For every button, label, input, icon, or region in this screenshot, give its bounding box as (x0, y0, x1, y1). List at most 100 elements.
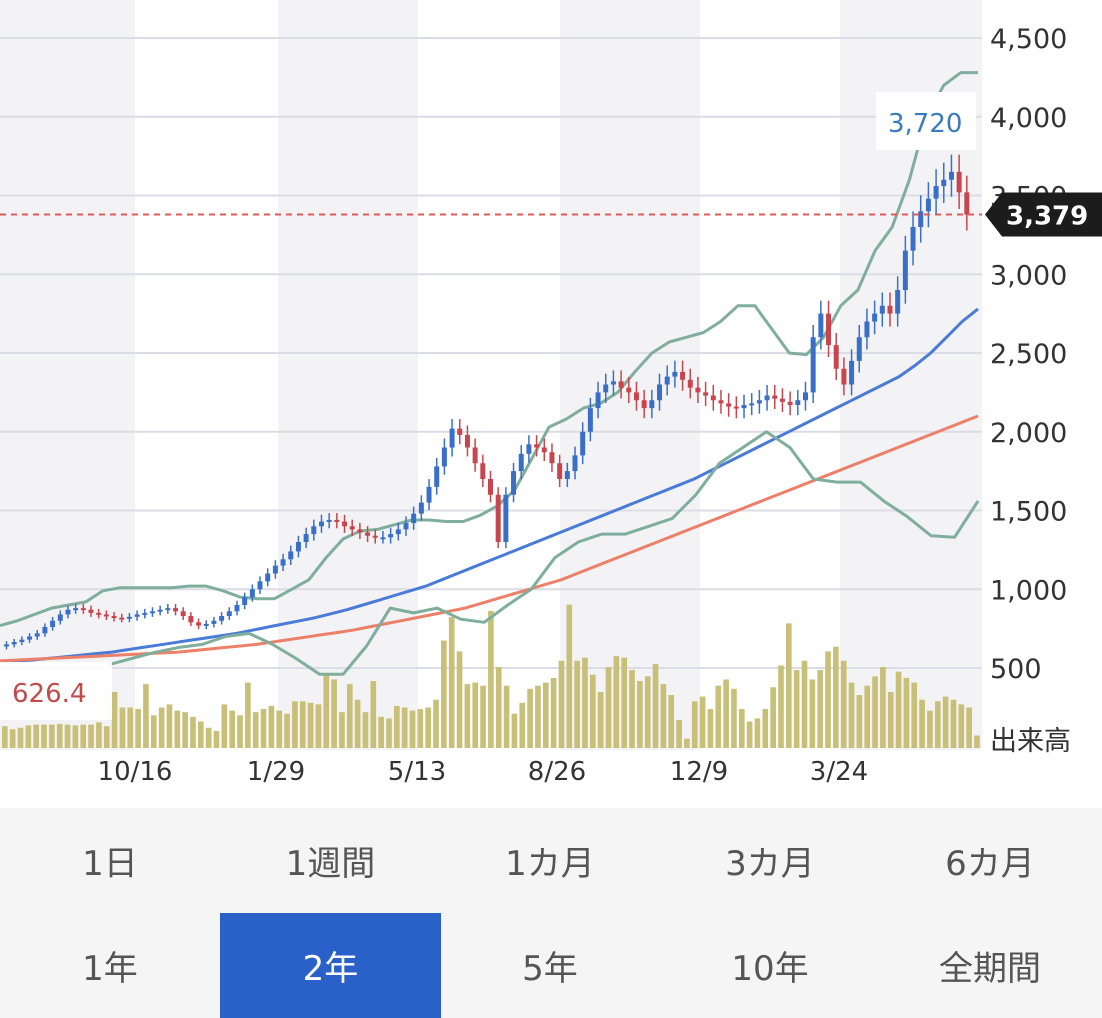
period-tab[interactable]: 1年 (82, 949, 138, 989)
volume-bar (668, 695, 675, 748)
volume-bar (840, 660, 847, 748)
candlestick (349, 519, 355, 536)
candlestick (925, 182, 931, 228)
candle-body (956, 171, 962, 193)
period-tab[interactable]: 1カ月 (505, 844, 595, 884)
candle-body (733, 406, 739, 409)
candlestick (956, 154, 962, 209)
volume-bar (958, 704, 965, 748)
candle-body (449, 428, 455, 448)
candle-body (756, 400, 762, 404)
candle-body (357, 529, 363, 533)
candlestick (357, 522, 363, 539)
candlestick (534, 435, 540, 457)
volume-bar (119, 707, 126, 748)
volume-bar (299, 701, 306, 748)
x-tick-label: 1/29 (247, 757, 305, 787)
volume-bar (331, 679, 337, 748)
volume-bar (770, 687, 776, 748)
candle-body (326, 519, 332, 522)
candlestick (649, 389, 655, 419)
period-tab[interactable]: 1日 (82, 844, 138, 884)
x-tick-label: 8/26 (528, 757, 586, 787)
candle-body (587, 408, 593, 432)
candlestick (849, 349, 855, 396)
candlestick (480, 454, 486, 488)
max-price-label: 3,720 (888, 109, 962, 139)
volume-bar (448, 617, 455, 748)
volume-bar (346, 684, 353, 748)
candle-body (772, 395, 778, 399)
period-tab[interactable]: 1週間 (285, 844, 376, 884)
candlestick (157, 605, 163, 616)
candle-body (395, 529, 401, 535)
volume-bar (637, 681, 643, 748)
candle-body (119, 617, 125, 620)
candle-body (173, 608, 179, 612)
candle-body (441, 447, 447, 467)
candlestick (526, 435, 532, 463)
volume-bar (574, 660, 580, 748)
candle-body (34, 633, 40, 637)
candle-body (372, 535, 378, 538)
volume-bar (276, 710, 283, 748)
candle-body (142, 612, 148, 615)
y-tick-label: 2,500 (990, 339, 1067, 370)
volume-bar (370, 681, 377, 748)
candle-body (203, 623, 209, 626)
candlestick (718, 389, 724, 414)
volume-bar (715, 685, 722, 748)
candle-body (50, 620, 56, 628)
volume-bar (950, 699, 957, 748)
x-tick-label: 10/16 (98, 757, 173, 787)
candle-body (365, 532, 371, 536)
candlestick (464, 425, 470, 457)
candle-body (403, 523, 409, 530)
candlestick (964, 175, 970, 231)
candle-body (388, 534, 394, 538)
x-tick-label: 3/24 (810, 757, 868, 787)
volume-bar (260, 709, 267, 748)
candlestick (27, 633, 33, 643)
candle-body (464, 434, 470, 448)
candle-body (872, 313, 878, 322)
candle-body (111, 616, 117, 619)
volume-bar (848, 682, 855, 748)
period-tab[interactable]: 2年 (220, 913, 441, 1018)
period-tab[interactable]: 全期間 (939, 949, 1041, 989)
volume-bar (135, 709, 141, 748)
candlestick (587, 397, 593, 442)
volume-bar (41, 724, 47, 748)
candlestick (818, 300, 824, 350)
period-tab[interactable]: 6カ月 (945, 844, 1035, 884)
volume-bar (833, 646, 839, 748)
candle-body (96, 612, 102, 615)
period-tab[interactable]: 10年 (731, 949, 809, 989)
volume-bar (684, 738, 690, 748)
candlestick (511, 462, 517, 503)
candle-body (511, 471, 517, 495)
candle-body (810, 337, 816, 393)
bollinger-band-line (0, 71, 978, 627)
candlestick (426, 479, 432, 510)
volume-bar (213, 730, 220, 748)
period-tab[interactable]: 5年 (522, 949, 578, 989)
volume-bar (88, 724, 94, 748)
volume-bar (268, 705, 275, 748)
volume-bar (150, 715, 157, 748)
volume-bar (433, 699, 439, 748)
candlestick (779, 388, 785, 413)
candle-body (833, 345, 839, 369)
volume-bar (590, 674, 596, 748)
volume-bar (621, 657, 628, 748)
volume-bar (190, 716, 196, 748)
volume-bar (72, 725, 79, 748)
candle-body (626, 387, 632, 393)
volume-bar (880, 666, 886, 748)
period-tab[interactable]: 3カ月 (725, 844, 815, 884)
candle-body (472, 447, 478, 464)
candle-body (802, 392, 808, 401)
volume-bar (17, 727, 24, 748)
candlestick (173, 603, 179, 616)
y-tick-label: 4,000 (990, 103, 1067, 134)
